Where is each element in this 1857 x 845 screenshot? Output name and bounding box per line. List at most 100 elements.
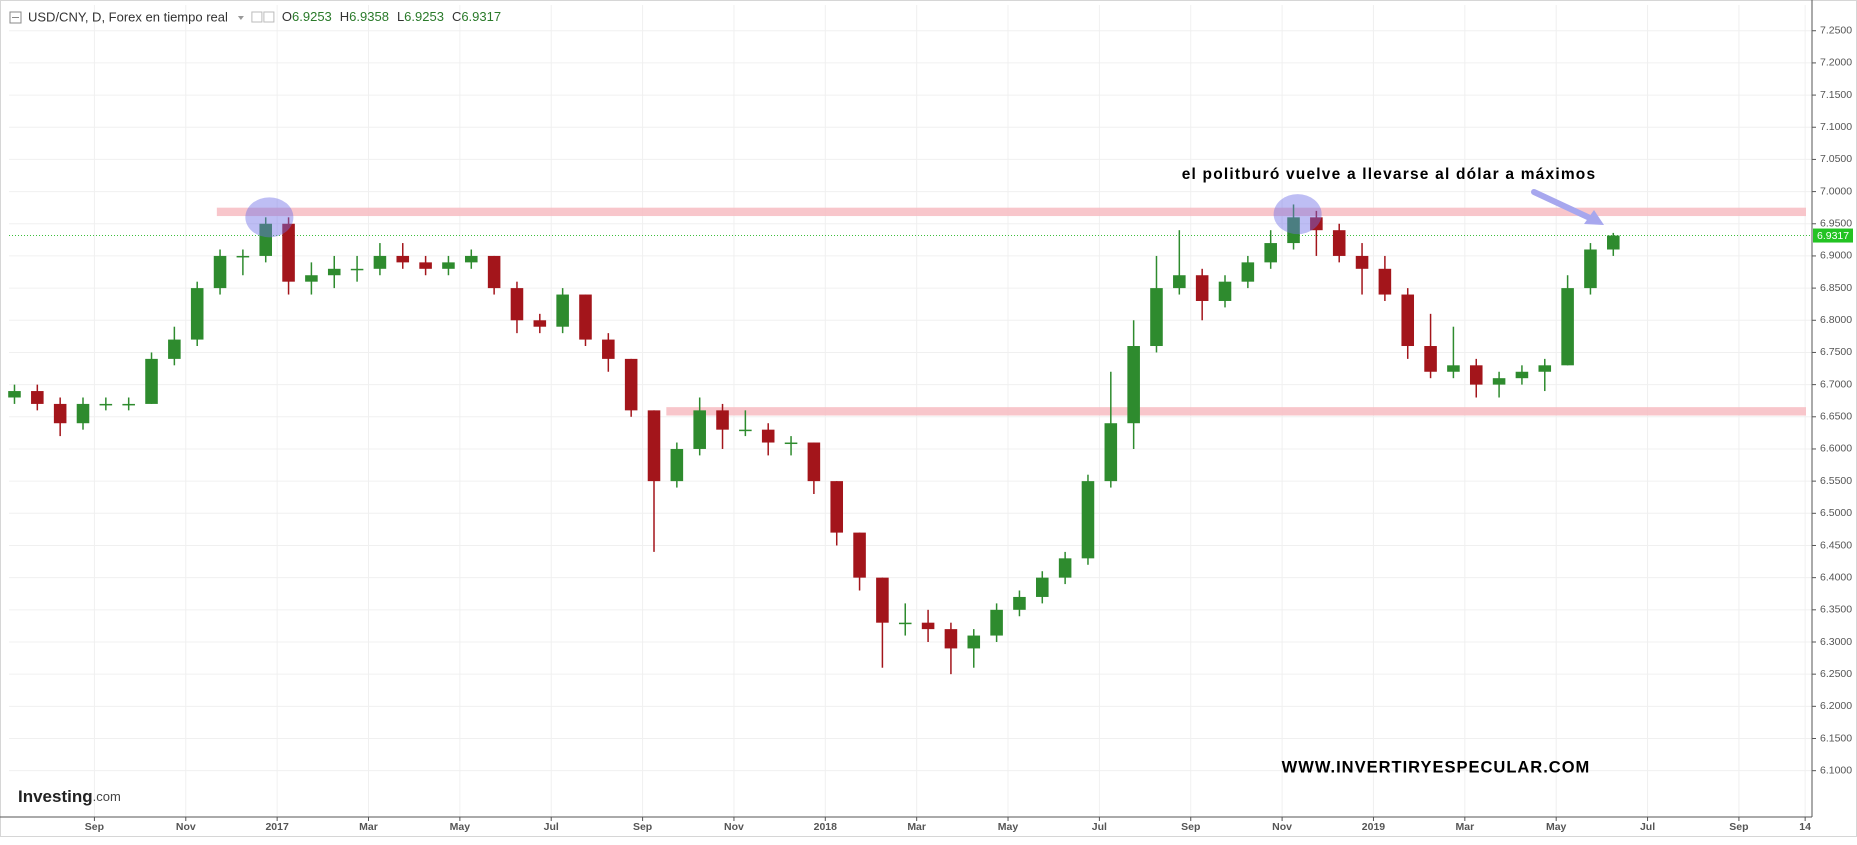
candle-body (1241, 262, 1255, 282)
candle-body (670, 448, 684, 482)
candle-body (533, 320, 547, 327)
candle-body (1264, 243, 1277, 263)
x-tick-label: Sep (1181, 821, 1200, 833)
level-band (216, 207, 1806, 217)
y-tick-label: 6.6000 (1820, 443, 1852, 455)
candle-body (556, 294, 569, 327)
ohlc-label: H (340, 9, 349, 24)
candle-body (1127, 346, 1140, 424)
candle-body (1218, 281, 1232, 301)
candle-body (1515, 371, 1529, 379)
ohlc-value: 6.9253 (404, 9, 444, 24)
x-tick-label: Jul (1092, 821, 1107, 833)
y-tick-label: 6.8000 (1820, 314, 1852, 326)
candle-body (967, 635, 981, 649)
candle-body (305, 275, 318, 282)
candle-body (396, 255, 410, 263)
x-tick-label: Nov (724, 821, 744, 833)
candle-body (327, 268, 341, 276)
candle-body (1561, 288, 1574, 366)
candle-body (579, 294, 592, 340)
y-tick-label: 7.2000 (1820, 57, 1852, 69)
candle-body (1469, 365, 1483, 385)
x-tick-label: Nov (176, 821, 196, 833)
settings-icon (251, 11, 263, 23)
collapse-icon[interactable] (9, 11, 22, 24)
y-tick-label: 6.3500 (1820, 604, 1852, 616)
candle-body (1195, 275, 1209, 301)
candle-body (487, 255, 501, 289)
candle-body (921, 622, 935, 630)
candle-body (1378, 268, 1392, 295)
candle-body (76, 403, 90, 424)
ohlc-item: H6.9358 (340, 9, 389, 24)
candle-body (122, 403, 135, 406)
candle-body (510, 288, 524, 321)
ohlc-value: 6.9253 (292, 9, 332, 24)
y-tick-label: 6.6500 (1820, 411, 1852, 423)
arrow-shaft (1531, 189, 1595, 222)
x-tick-label: 2019 (1362, 821, 1386, 833)
candle-body (784, 442, 798, 445)
logo-suffix: .com (93, 789, 121, 804)
highlight (245, 197, 294, 238)
level-band (666, 407, 1806, 416)
candle-body (8, 391, 21, 398)
x-tick-label: Jul (544, 821, 559, 833)
candle-body (739, 429, 752, 432)
ohlc-value: 6.9358 (349, 9, 389, 24)
y-tick-label: 6.9000 (1820, 250, 1852, 262)
y-tick-label: 6.3000 (1820, 636, 1852, 648)
candle-body (876, 577, 889, 623)
candle-body (990, 609, 1003, 636)
candle-body (1584, 249, 1597, 289)
candle-body (1150, 288, 1163, 347)
candle-body (1447, 365, 1460, 372)
dropdown-caret (237, 16, 244, 20)
y-tick-label: 7.1000 (1820, 121, 1852, 133)
candle-body (442, 262, 455, 269)
candle-body (1538, 365, 1552, 372)
y-tick-label: 6.2000 (1820, 700, 1852, 712)
ohlc-value: 6.9317 (461, 9, 501, 24)
last-price-tag (1813, 228, 1853, 243)
y-tick-label: 6.1000 (1820, 764, 1852, 776)
x-tick-label: Mar (1455, 821, 1474, 833)
candle-body (944, 629, 958, 649)
arrow-head (1584, 210, 1604, 225)
candle-body (31, 391, 44, 404)
logo-name: Investing (18, 787, 93, 806)
candle-body (1104, 423, 1118, 482)
x-tick-label: 14 (1799, 821, 1811, 833)
y-tick-label: 6.9500 (1820, 218, 1852, 230)
annotation: el politburó vuelve a llevarse al dólar … (1182, 166, 1597, 183)
settings-icon (263, 11, 275, 23)
x-tick-label: Jul (1640, 821, 1655, 833)
y-tick-label: 7.1500 (1820, 89, 1852, 101)
ohlc-item: O6.9253 (282, 9, 332, 24)
watermark: WWW.INVERTIRYESPECULAR.COM (1282, 758, 1591, 776)
y-tick-label: 6.8500 (1820, 282, 1852, 294)
y-tick-label: 6.4500 (1820, 539, 1852, 551)
candle-body (259, 223, 273, 256)
candle-body (145, 358, 158, 404)
y-tick-label: 7.2500 (1820, 25, 1852, 37)
candle-body (168, 339, 181, 359)
x-tick-label: May (450, 821, 471, 833)
ohlc-label: C (452, 9, 461, 24)
x-tick-label: 2018 (814, 821, 838, 833)
last-price-label: 6.9317 (1817, 230, 1849, 242)
highlight (1273, 194, 1322, 235)
candle-body (213, 255, 227, 289)
x-tick-label: May (1546, 821, 1567, 833)
candle-body (373, 255, 387, 269)
y-tick-label: 6.7500 (1820, 346, 1852, 358)
candle-body (830, 481, 844, 533)
plot (8, 194, 1812, 675)
candle-body (1287, 217, 1300, 244)
x-tick-label: Sep (1729, 821, 1748, 833)
y-tick-label: 6.7000 (1820, 378, 1852, 390)
ohlc-item: C6.9317 (452, 9, 501, 24)
